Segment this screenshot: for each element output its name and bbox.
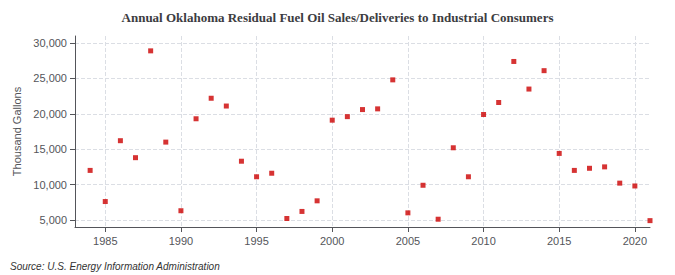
svg-text:2020: 2020 bbox=[623, 235, 647, 247]
svg-text:2000: 2000 bbox=[320, 235, 344, 247]
svg-text:10,000: 10,000 bbox=[33, 179, 67, 191]
svg-text:5,000: 5,000 bbox=[39, 214, 67, 226]
svg-text:2015: 2015 bbox=[547, 235, 571, 247]
svg-text:Annual Oklahoma Residual Fuel: Annual Oklahoma Residual Fuel Oil Sales/… bbox=[122, 10, 554, 25]
svg-text:2005: 2005 bbox=[396, 235, 420, 247]
svg-text:25,000: 25,000 bbox=[33, 72, 67, 84]
svg-text:1990: 1990 bbox=[169, 235, 193, 247]
svg-text:Source: U.S. Energy Informatio: Source: U.S. Energy Information Administ… bbox=[10, 261, 220, 272]
svg-text:Thousand Gallons: Thousand Gallons bbox=[11, 86, 23, 176]
svg-text:2010: 2010 bbox=[471, 235, 495, 247]
svg-text:1985: 1985 bbox=[93, 235, 117, 247]
svg-text:15,000: 15,000 bbox=[33, 143, 67, 155]
svg-text:20,000: 20,000 bbox=[33, 108, 67, 120]
svg-text:30,000: 30,000 bbox=[33, 37, 67, 49]
svg-text:1995: 1995 bbox=[244, 235, 268, 247]
